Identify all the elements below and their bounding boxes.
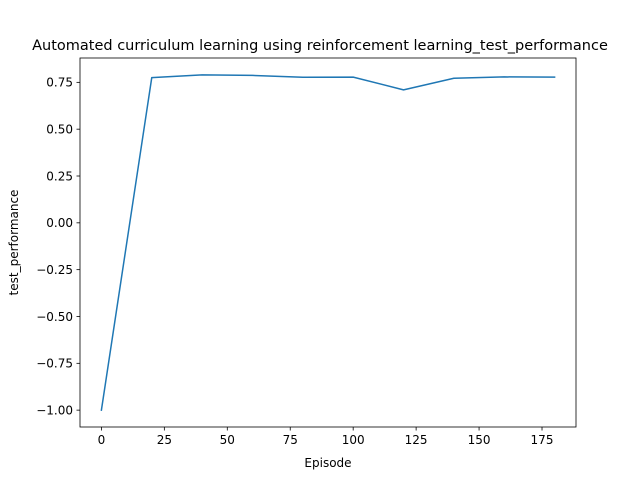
chart-title: Automated curriculum learning using rein…	[32, 38, 608, 54]
x-tick-label: 75	[283, 433, 298, 447]
y-tick-label: 0.25	[46, 169, 73, 183]
x-tick-label: 100	[342, 433, 365, 447]
x-tick-label: 25	[157, 433, 172, 447]
x-tick-label: 150	[468, 433, 491, 447]
y-tick-label: −0.50	[36, 310, 73, 324]
y-tick-label: −1.00	[36, 403, 73, 417]
y-tick-label: 0.75	[46, 76, 73, 90]
y-tick-label: −0.25	[36, 263, 73, 277]
y-tick-label: −0.75	[36, 357, 73, 371]
series-line-0	[100, 74, 556, 411]
x-tick-label: 50	[220, 433, 235, 447]
x-tick-label: 175	[531, 433, 554, 447]
axes-frame	[79, 57, 577, 428]
y-tick-label: 0.50	[46, 122, 73, 136]
x-tick-label: 0	[98, 433, 106, 447]
y-tick-label: 0.00	[46, 216, 73, 230]
y-axis-label: test_performance	[7, 190, 21, 296]
x-tick-label: 125	[405, 433, 428, 447]
x-axis-label: Episode	[304, 456, 351, 470]
plot-area: 0 25 50 75 100 125 150 175 −1.00 −0.75 −0.50 −0.25 0…	[36, 57, 577, 447]
